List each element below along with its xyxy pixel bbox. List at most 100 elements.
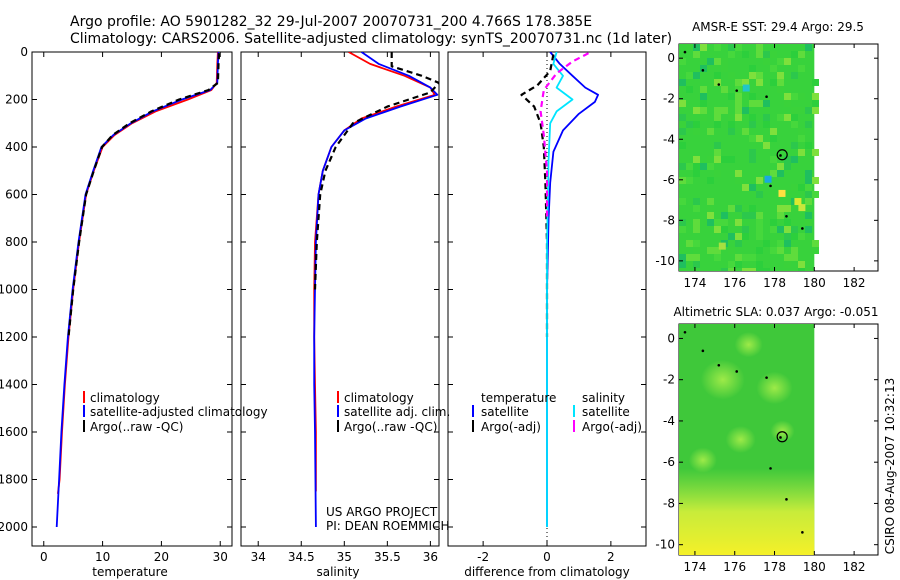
sst-cell (805, 219, 812, 226)
sst-cell (798, 128, 805, 135)
sst-cell (714, 121, 721, 128)
sst-cell (742, 107, 749, 114)
track-point (683, 50, 687, 54)
sst-cell (798, 93, 805, 100)
sla-blob (700, 359, 745, 400)
sst-cell (707, 198, 714, 205)
sst-cell (742, 254, 749, 261)
sst-cell (707, 177, 714, 184)
sst-cell (735, 44, 742, 51)
timestamp-stamp: CSIRO 08-Aug-2007 10:32:13 (883, 378, 897, 554)
sst-cell (763, 51, 770, 58)
legend-label: Argo(..raw -QC) (90, 420, 183, 434)
track-point (769, 467, 772, 470)
sst-cell (714, 219, 721, 226)
sst-cell (749, 72, 756, 79)
x-tick-label: 35 (337, 550, 352, 564)
legend-heading-temperature: temperature (481, 391, 556, 405)
legend-label: Argo(-adj) (582, 420, 642, 434)
sst-cell (693, 170, 700, 177)
sst-cell (749, 184, 756, 191)
sst-cell (714, 247, 721, 254)
sst-cell (742, 212, 749, 219)
sst-cell (784, 58, 791, 65)
sst-cell (728, 93, 735, 100)
difference-series (520, 52, 599, 546)
sst-cell (735, 79, 742, 86)
x-tick-label: 182 (843, 276, 866, 290)
sst-cell (777, 72, 784, 79)
sst-cell (798, 65, 805, 72)
sst-map-ticks: 174 176 178 180 182 0 -2 -4 -6 -8 -10 (655, 44, 878, 290)
y-tick-label: 1400 (0, 378, 28, 392)
sst-cell (770, 156, 777, 163)
track-point (765, 95, 768, 98)
x-tick-label: 10 (95, 550, 110, 564)
sst-cell (714, 79, 721, 86)
sst-cell (756, 72, 763, 79)
sst-patch (778, 189, 786, 197)
legend-label: satellite adj. clim. (344, 405, 450, 419)
sla-blob (734, 332, 763, 358)
sst-cell (728, 261, 735, 268)
sst-cell (707, 58, 714, 65)
sst-cell (777, 58, 784, 65)
sst-cell (721, 86, 728, 93)
sla-south-band (679, 468, 815, 555)
sst-cell (749, 121, 756, 128)
sst-patch (764, 175, 772, 183)
sla-map-ticks: 174 176 178 180 182 0 -2 -4 -6 -8 -10 (655, 324, 878, 574)
sst-cell (770, 128, 777, 135)
track-point (779, 436, 782, 439)
sst-cell (763, 240, 770, 247)
sst-cell (728, 114, 735, 121)
sst-overlay (683, 50, 804, 230)
sst-cell (693, 198, 700, 205)
sst-cell (728, 156, 735, 163)
sst-cell (749, 205, 756, 212)
sst-cell (749, 65, 756, 72)
sst-cell (812, 149, 819, 156)
x-tick-label: 30 (213, 550, 228, 564)
x-tick-label: 35.5 (374, 550, 401, 564)
sst-cell (728, 128, 735, 135)
track-point (717, 83, 721, 86)
sst-cell (812, 79, 819, 86)
sst-field (679, 44, 819, 271)
sst-cell (714, 44, 721, 51)
legend-label: Argo(-adj) (481, 420, 541, 434)
sst-cell (700, 65, 707, 72)
sst-cell (742, 128, 749, 135)
y-tick-label: -10 (655, 538, 675, 552)
sst-cell (728, 44, 735, 51)
salinity-legend: climatology satellite adj. clim. Argo(..… (337, 391, 450, 434)
sst-cell (686, 240, 693, 247)
argo-position-marker (776, 431, 788, 443)
sst-cell (721, 107, 728, 114)
sst-cell (679, 226, 686, 233)
legend-label: satellite (582, 405, 630, 419)
sst-cell (735, 233, 742, 240)
y-tick-label: -2 (663, 373, 675, 387)
sst-cell (693, 51, 700, 58)
sst-cell (749, 156, 756, 163)
figure-title-line2: Climatology: CARS2006. Satellite-adjuste… (70, 31, 672, 47)
sst-cell (693, 219, 700, 226)
sst-cell (714, 114, 721, 121)
sst-cell (742, 226, 749, 233)
sst-cell (756, 226, 763, 233)
sst-cell (812, 100, 819, 107)
track-point (801, 227, 804, 230)
legend-heading-salinity: salinity (582, 391, 625, 405)
sst-cell (749, 135, 756, 142)
sst-cell (679, 114, 686, 121)
sst-cell (777, 86, 784, 93)
salinity-ticks: 34 34.5 35 35.5 36 (241, 51, 439, 564)
x-tick-label: 20 (154, 550, 169, 564)
sst-cell (728, 219, 735, 226)
x-tick-label: 178 (763, 560, 786, 574)
y-tick-label: 1600 (0, 425, 28, 439)
y-tick-label: -6 (663, 455, 675, 469)
sst-cell (735, 100, 742, 107)
project-pi: PI: DEAN ROEMMICH (326, 519, 449, 533)
